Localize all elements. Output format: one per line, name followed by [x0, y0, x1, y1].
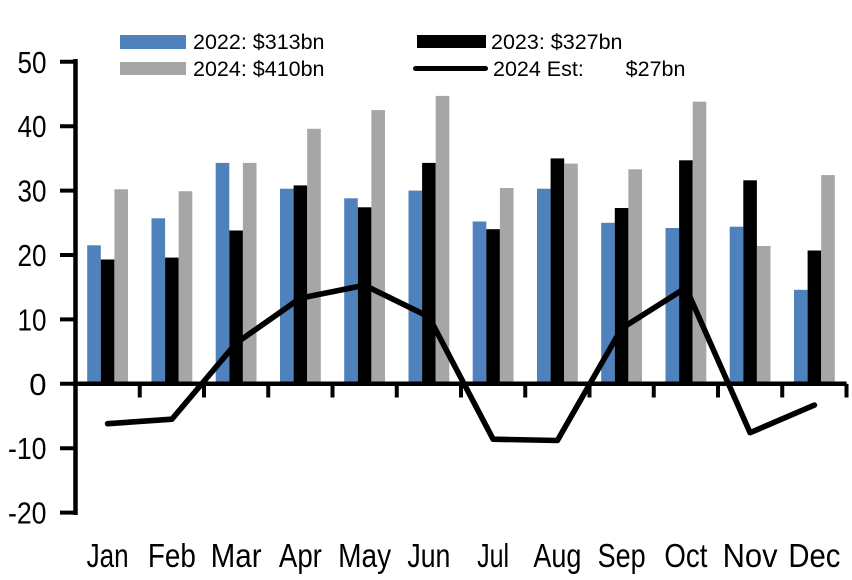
legend-swatch-2024-bar: [120, 61, 186, 76]
x-tick-label-apr: Apr: [279, 537, 322, 574]
bar-2023-jun: [422, 162, 436, 384]
legend-swatch-2022-bar: [120, 35, 186, 49]
bar-2023-may: [357, 207, 372, 384]
bar-2022-jan: [87, 245, 101, 384]
bar-2022-jun: [408, 190, 423, 384]
bar-2023-aug: [550, 158, 565, 384]
bar-2024-oct: [692, 101, 707, 384]
x-tick-label-nov: Nov: [723, 537, 778, 574]
bar-2024-aug: [564, 163, 578, 384]
legend-item-2023: 2023: $327bn: [417, 29, 623, 54]
bar-2024-jun: [435, 95, 450, 384]
bar-2022-jul: [472, 221, 487, 384]
bar-2023-jul: [486, 229, 500, 384]
bar-2023-feb: [165, 257, 179, 384]
x-tick-label-oct: Oct: [664, 537, 707, 574]
y-tick-label: 50: [18, 45, 47, 80]
bar-2023-apr: [293, 185, 308, 384]
legend-label-2022: 2022: $313bn: [193, 30, 325, 54]
x-tick-label-jul: Jul: [477, 537, 509, 574]
bar-2022-dec: [794, 289, 808, 384]
bar-2023-jan: [100, 259, 115, 384]
bar-2024-sep: [628, 169, 642, 384]
bar-2022-feb: [151, 218, 166, 384]
bar-2022-apr: [280, 188, 294, 384]
legend-swatch-2024-est-line: [413, 65, 488, 72]
y-tick-label: -20: [8, 496, 47, 531]
y-tick-label: 10: [18, 302, 47, 337]
x-tick-label-jun: Jun: [407, 537, 450, 574]
x-tick-label-may: May: [338, 537, 391, 574]
estimate-line-series: [104, 282, 818, 444]
x-tick-label-sep: Sep: [598, 537, 646, 574]
bar-2023-mar: [229, 230, 243, 384]
bar-2024-mar: [242, 162, 257, 384]
bar-2024-nov: [756, 246, 771, 384]
bar-2023-nov: [743, 180, 757, 384]
legend-label-2024-est: 2024 Est: $27bn: [493, 56, 686, 81]
bar-2022-oct: [665, 228, 680, 384]
x-tick-label-aug: Aug: [533, 537, 581, 574]
bar-2024-jan: [114, 189, 128, 384]
bar-2023-oct: [679, 160, 693, 384]
legend-item-2024-est: 2024 Est: $27bn: [413, 56, 686, 81]
bar-2022-may: [344, 198, 358, 384]
x-tick-label-feb: Feb: [148, 537, 196, 574]
bar-2022-nov: [729, 226, 744, 384]
y-tick-label: 20: [18, 238, 47, 273]
bar-2022-aug: [537, 188, 551, 384]
legend-label-2023: 2023: $327bn: [491, 29, 623, 54]
bar-2024-apr: [307, 128, 321, 384]
legend-item-2022: 2022: $313bn: [120, 30, 325, 54]
legend-label-2024: 2024: $410bn: [193, 56, 325, 81]
bar-2023-dec: [807, 250, 822, 384]
bar-2022-mar: [215, 162, 230, 384]
legend-swatch-2023-bar: [417, 34, 486, 49]
x-tick-label-mar: Mar: [211, 537, 262, 574]
y-tick-label: -10: [8, 431, 47, 466]
bar-2024-dec: [821, 175, 835, 384]
bar-2024-may: [371, 110, 385, 384]
legend-item-2024: 2024: $410bn: [120, 56, 325, 81]
x-tick-label-jan: Jan: [87, 537, 129, 574]
y-tick-label: 0: [29, 367, 46, 402]
bar-2024-feb: [178, 191, 193, 384]
y-tick-label: 40: [18, 109, 47, 144]
x-tick-label-dec: Dec: [788, 537, 840, 574]
bar-2024-jul: [499, 188, 514, 384]
bar-2023-sep: [614, 208, 629, 384]
y-tick-label: 30: [18, 174, 47, 209]
